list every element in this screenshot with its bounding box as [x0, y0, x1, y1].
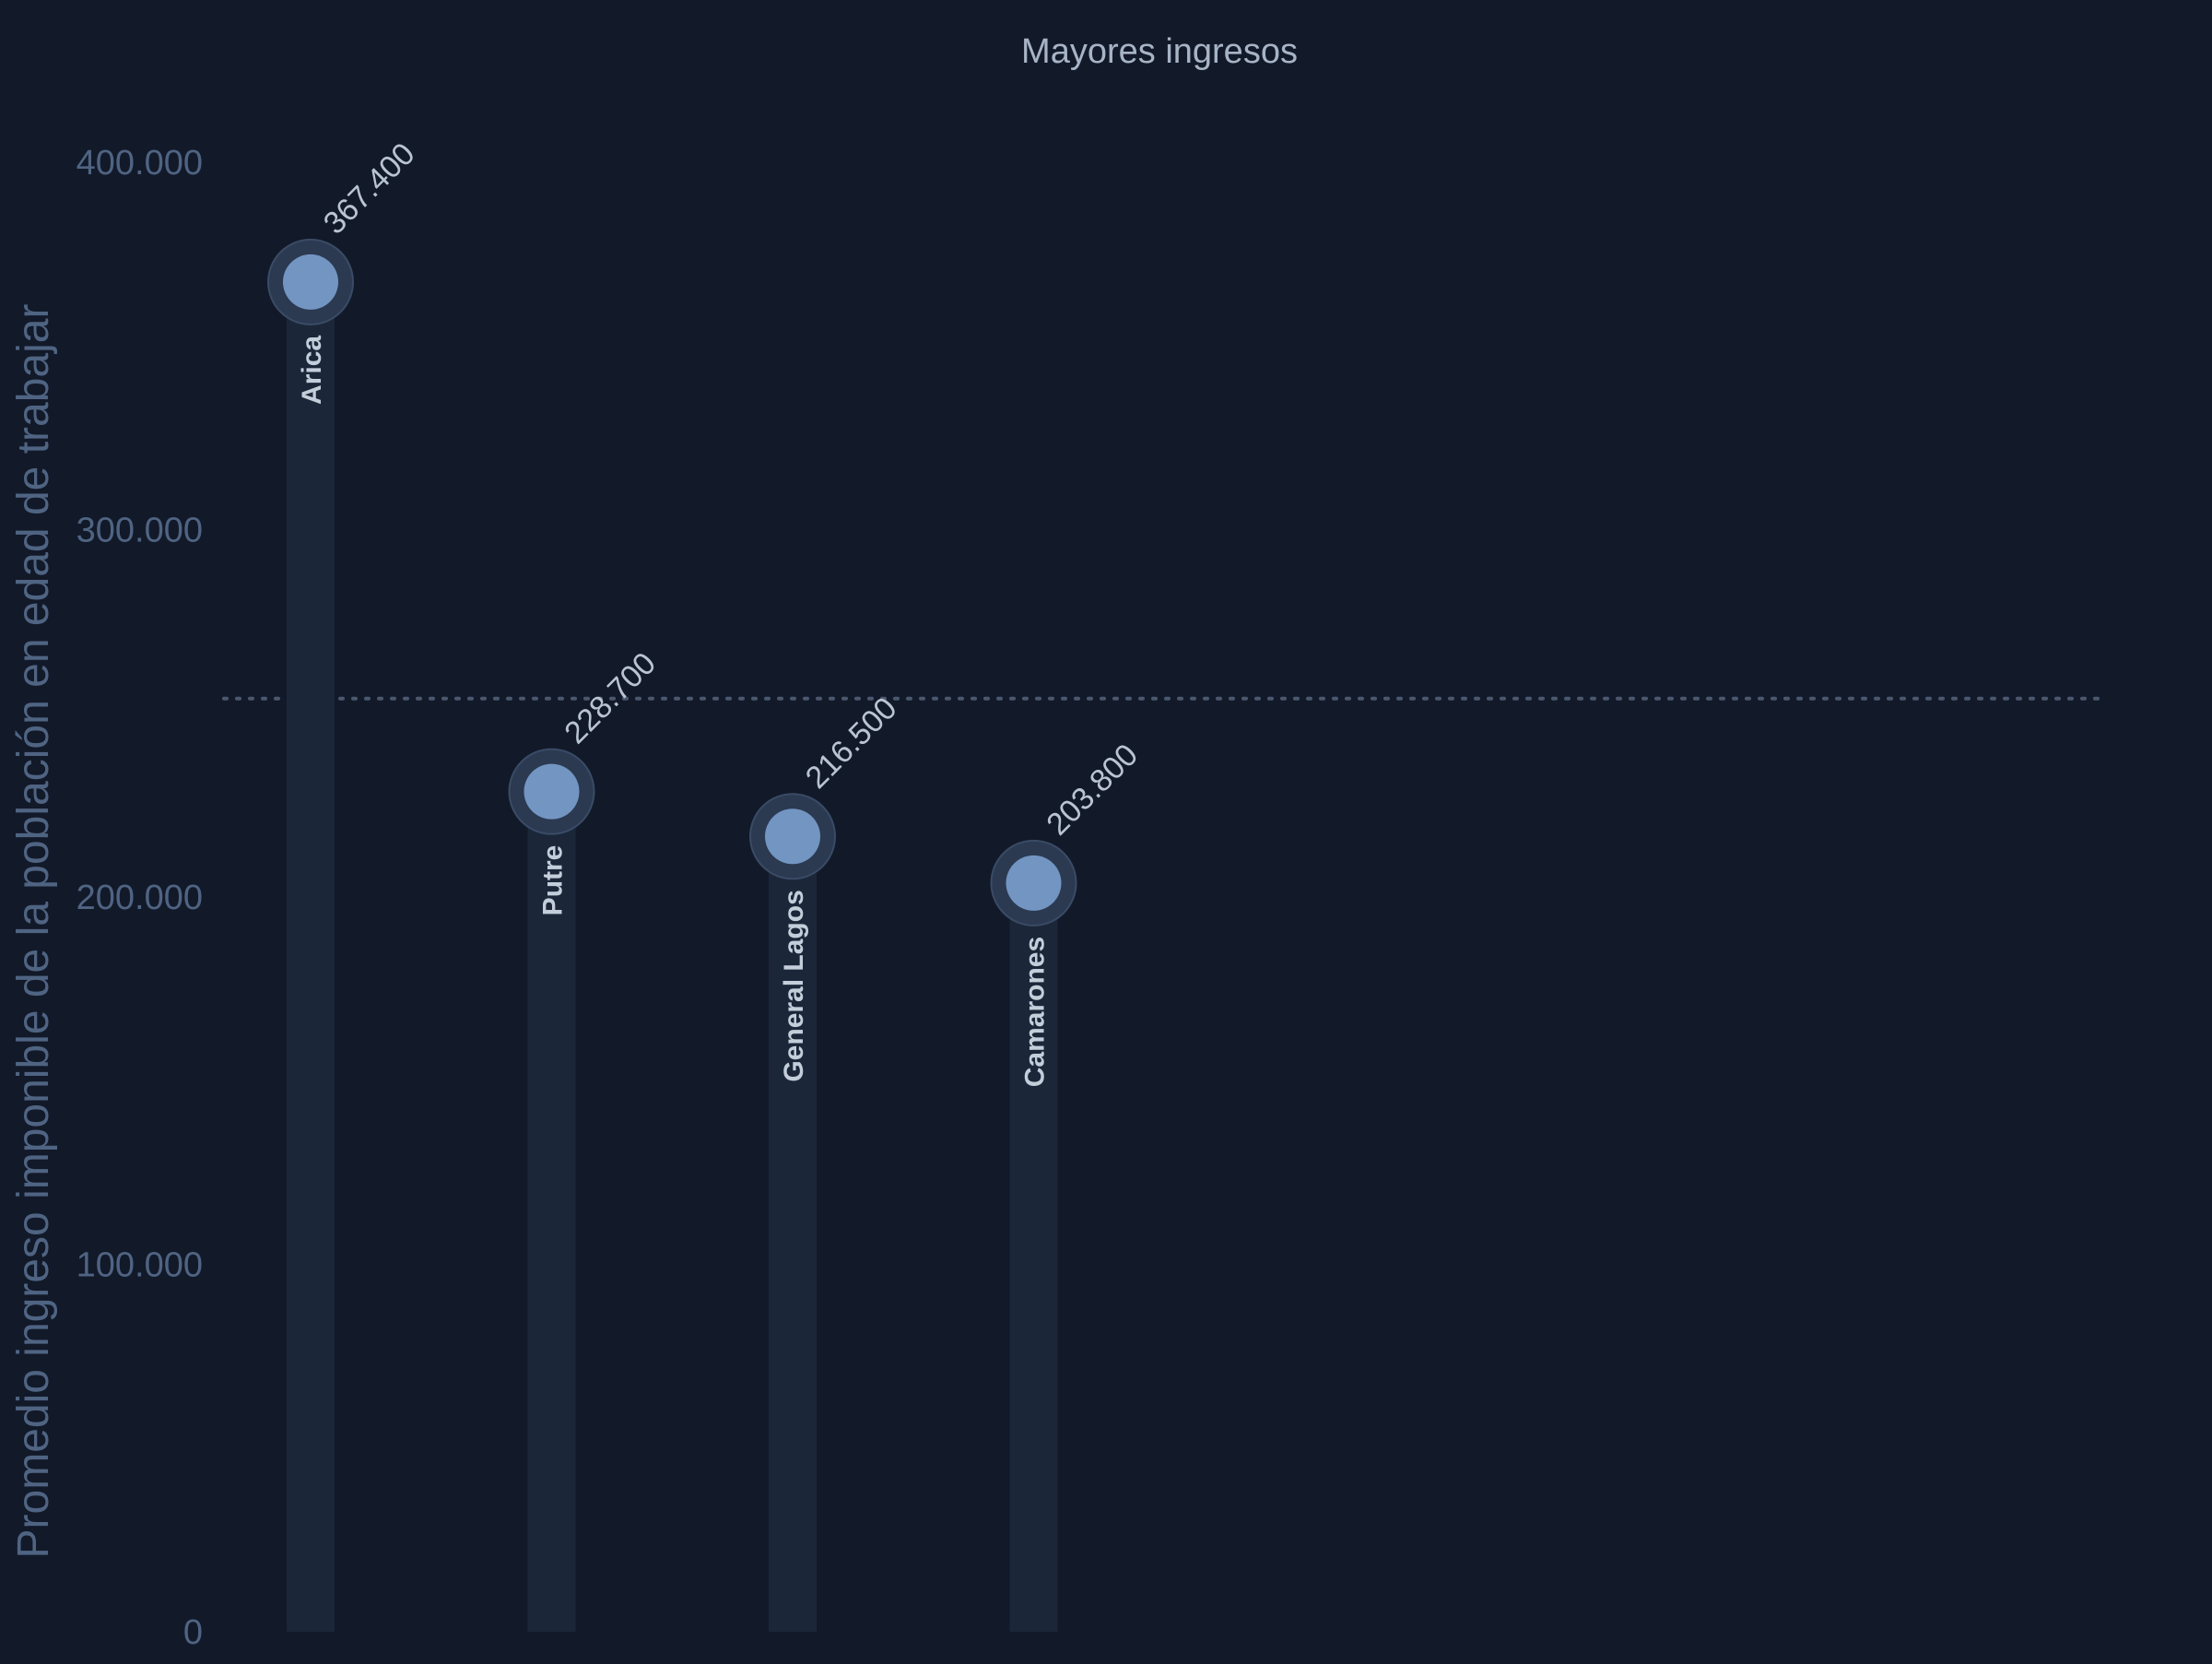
y-tick-label: 200.000: [76, 879, 203, 917]
lollipop-dot: [765, 808, 820, 865]
data-label: 216.500: [799, 690, 904, 796]
category-label: Camarones: [1020, 937, 1051, 1087]
lollipop-mark: 203.800 Camarones: [990, 738, 1145, 1632]
category-label: Putre: [538, 845, 569, 916]
category-label: Arica: [297, 336, 327, 405]
lollipop-stem: [1009, 882, 1058, 1632]
lollipop-dot: [524, 763, 580, 820]
data-label: 367.400: [317, 136, 422, 242]
lollipop-mark: 367.400 Arica: [267, 136, 422, 1632]
lollipop-stem: [769, 836, 817, 1632]
lollipop-dot: [1006, 855, 1062, 911]
y-axis-ticks: 0 100.000 200.000 300.000 400.000: [76, 144, 203, 1652]
y-axis-title: Promedio ingreso imponible de la poblaci…: [9, 304, 58, 1559]
chart-title: Mayores ingresos: [1021, 32, 1298, 71]
lollipop-stem: [527, 791, 576, 1632]
y-tick-label: 400.000: [76, 144, 203, 183]
y-tick-label: 100.000: [76, 1246, 203, 1285]
category-label: General Lagos: [779, 890, 809, 1081]
y-tick-label: 0: [183, 1613, 203, 1652]
lollipop-mark: 216.500 General Lagos: [749, 690, 904, 1632]
y-tick-label: 300.000: [76, 512, 203, 550]
lollipop-dot: [283, 254, 338, 310]
lollipop-stem: [287, 281, 335, 1632]
data-label: 203.800: [1040, 738, 1145, 843]
